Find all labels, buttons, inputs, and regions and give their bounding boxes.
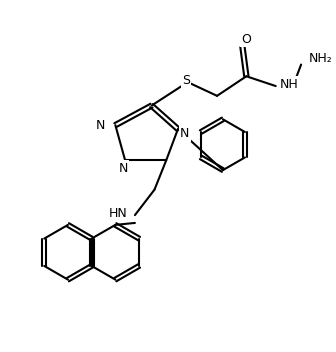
- Text: O: O: [242, 33, 251, 46]
- Text: HN: HN: [108, 207, 127, 220]
- Text: N: N: [96, 119, 106, 132]
- Text: N: N: [180, 127, 189, 140]
- Text: S: S: [182, 74, 190, 87]
- Text: NH: NH: [280, 77, 298, 90]
- Text: N: N: [119, 162, 128, 175]
- Text: NH₂: NH₂: [309, 52, 333, 65]
